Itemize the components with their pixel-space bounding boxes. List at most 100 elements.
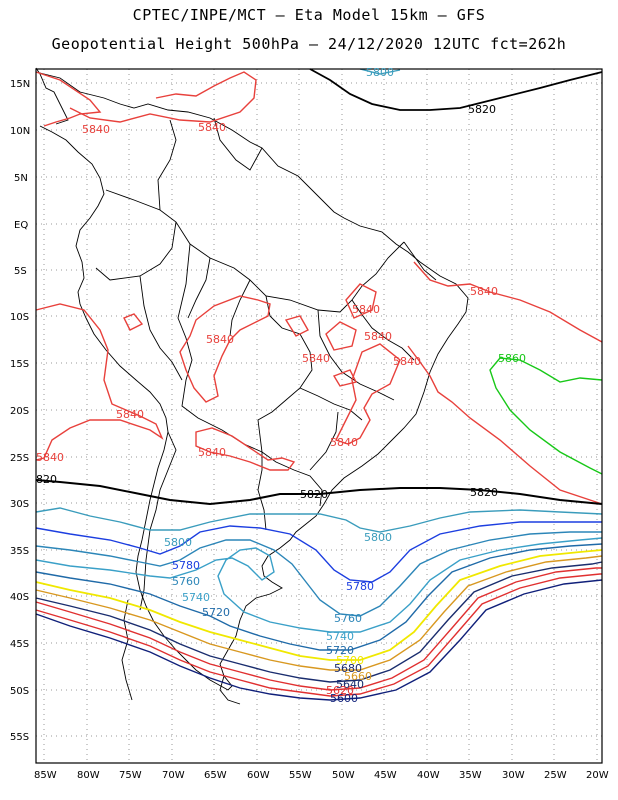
lat-label: 50S (10, 686, 29, 697)
contour-label: 5780 (346, 580, 374, 593)
contour-label: 5820 (300, 488, 328, 501)
contour-label: 5640 (336, 678, 364, 691)
map-frame (35, 68, 603, 764)
lat-label: 15S (10, 359, 29, 370)
contour-label: 5800 (164, 536, 192, 549)
map-title: CPTEC/INPE/MCT – Eta Model 15km – GFS (132, 6, 486, 24)
contour-5620 (35, 573, 602, 697)
contour-5800-north (359, 68, 401, 75)
contour-5640 (35, 567, 602, 691)
contour-label: 5660 (344, 670, 372, 683)
contour-label: 5800 (364, 531, 392, 544)
lon-axis: 85W 80W 75W 70W 65W 60W 55W 50W 45W 40W … (34, 770, 609, 781)
contour-label: 5840 (198, 121, 226, 134)
lat-label: 20S (10, 406, 29, 417)
contour-5820-north (309, 68, 603, 111)
lat-label: 10N (10, 126, 30, 137)
contour-5840-interior3 (284, 315, 309, 337)
contour-label: 5820 (468, 103, 496, 116)
contour-5840-interior8 (332, 369, 358, 387)
contour-label: 5840 (116, 408, 144, 421)
contour-label: 5740 (326, 630, 354, 643)
contour-5840-east (413, 261, 603, 343)
contour-5840-southeast (407, 345, 603, 505)
lat-label: 10S (10, 312, 29, 323)
contour-label: 5840 (82, 123, 110, 136)
contour-label: 5780 (172, 559, 200, 572)
contour-5840-interior1 (123, 313, 144, 331)
contour-5660 (35, 561, 603, 683)
contour-5840-interior4 (325, 321, 357, 351)
lon-label: 55W (289, 770, 312, 781)
contour-label: 5840 (330, 436, 358, 449)
contour-5740 (35, 537, 603, 633)
contour-label: 5840 (352, 303, 380, 316)
contour-label: 5840 (302, 352, 330, 365)
contour-5860 (489, 357, 603, 475)
contour-label: 5760 (172, 575, 200, 588)
contour-5840-interior5 (345, 283, 377, 319)
lon-label: 85W (34, 770, 57, 781)
lat-label: 5N (14, 173, 28, 184)
contour-5760 (35, 531, 602, 617)
map-subtitle: Geopotential Height 500hPa – 24/12/2020 … (51, 35, 567, 53)
coastline (35, 67, 469, 705)
lon-label: 80W (77, 770, 100, 781)
contour-labels: 5800 5820 5840 5840 5840 5840 5840 5840 … (36, 66, 526, 705)
contour-5700 (35, 549, 603, 661)
contour-label: 5600 (330, 692, 358, 705)
lon-label: 70W (162, 770, 185, 781)
contour-label: 5840 (36, 451, 64, 464)
lon-label: 75W (119, 770, 142, 781)
contour-5840-west (35, 303, 164, 461)
lat-label: 45S (10, 639, 29, 650)
contour-label: 5720 (202, 606, 230, 619)
contour-label: 5840 (206, 333, 234, 346)
lat-label: 35S (10, 546, 29, 557)
contour-label: 5840 (364, 330, 392, 343)
contour-label: 5620 (326, 684, 354, 697)
lat-label: 40S (10, 592, 29, 603)
lon-label: 65W (204, 770, 227, 781)
contour-5840-interior7 (195, 427, 296, 471)
contour-label: 5680 (334, 662, 362, 675)
contour-5680 (35, 555, 603, 671)
contour-5780 (35, 521, 602, 583)
contour-5600 (35, 579, 603, 701)
lat-label: EQ (14, 220, 28, 231)
contour-label: 5760 (334, 612, 362, 625)
contour-label: 5700 (336, 654, 364, 667)
lon-label: 60W (247, 770, 270, 781)
lat-axis: 15N 10N 5N EQ 5S 10S 15S 20S 25S 30S 35S… (10, 79, 30, 743)
lon-label: 30W (502, 770, 525, 781)
contour-label: 5720 (326, 644, 354, 657)
contour-label: 5860 (498, 352, 526, 365)
contour-label: 5840 (198, 446, 226, 459)
lon-label: 35W (459, 770, 482, 781)
contour-5840-interior6 (335, 343, 401, 445)
lon-label: 50W (332, 770, 355, 781)
contour-5820-mid (35, 479, 603, 506)
graticule (36, 69, 602, 763)
lat-label: 5S (14, 266, 27, 277)
contour-label: 5800 (366, 66, 394, 79)
contour-label: 5840 (393, 355, 421, 368)
contour-label: 5840 (470, 285, 498, 298)
lon-label: 40W (417, 770, 440, 781)
contour-5840-n1 (35, 71, 102, 127)
lon-label: 20W (586, 770, 609, 781)
contour-5720 (35, 543, 603, 651)
contour-label: 5820 (470, 486, 498, 499)
contour-label: 820 (36, 473, 57, 486)
lon-label: 25W (544, 770, 567, 781)
lat-label: 15N (10, 79, 30, 90)
lon-label: 45W (374, 770, 397, 781)
lat-label: 55S (10, 732, 29, 743)
contour-label: 5740 (182, 591, 210, 604)
lat-label: 25S (10, 453, 29, 464)
contour-5840-n2 (69, 71, 257, 123)
lat-label: 30S (10, 499, 29, 510)
contour-5840-interior2 (179, 295, 271, 403)
contour-5800 (35, 507, 603, 533)
